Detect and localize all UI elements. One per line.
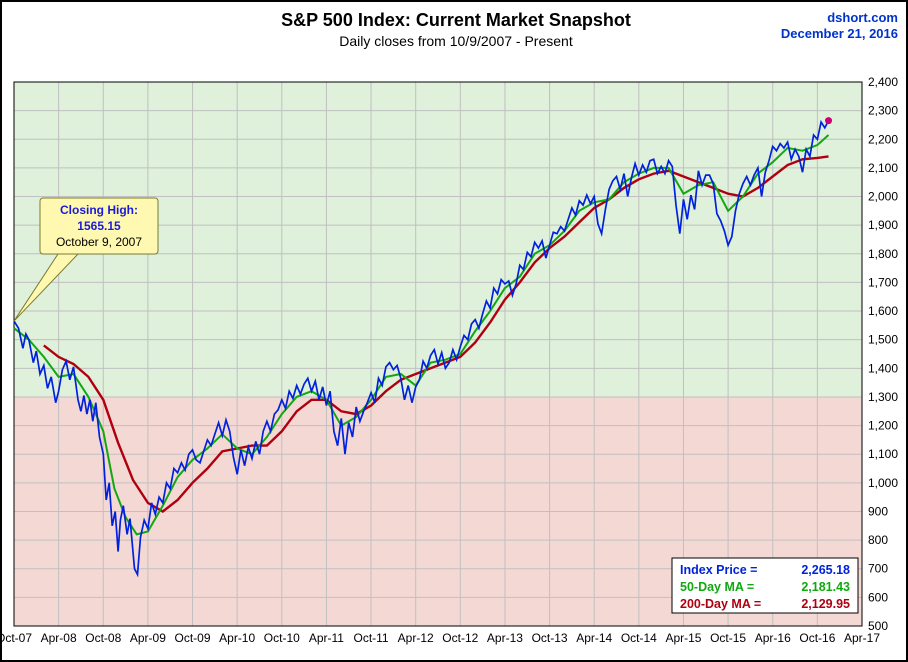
chart-container: 5006007008009001,0001,1001,2001,3001,400… <box>0 0 908 662</box>
y-tick-label: 1,700 <box>868 275 898 289</box>
legend-label: 200-Day MA = <box>680 597 761 611</box>
source-name: dshort.com <box>827 10 898 25</box>
x-tick-label: Oct-12 <box>442 631 478 645</box>
y-tick-label: 2,000 <box>868 190 898 204</box>
x-tick-label: Apr-13 <box>487 631 523 645</box>
legend-label: 50-Day MA = <box>680 580 754 594</box>
legend-value: 2,265.18 <box>801 563 850 577</box>
legend-value: 2,129.95 <box>801 597 850 611</box>
callout-line1: Closing High: <box>60 203 138 217</box>
y-tick-label: 1,800 <box>868 247 898 261</box>
x-tick-label: Oct-09 <box>175 631 211 645</box>
y-tick-label: 2,200 <box>868 132 898 146</box>
x-tick-label: Oct-16 <box>799 631 835 645</box>
chart-svg: 5006007008009001,0001,1001,2001,3001,400… <box>2 2 908 662</box>
x-tick-label: Apr-09 <box>130 631 166 645</box>
y-tick-label: 800 <box>868 533 888 547</box>
x-tick-label: Apr-15 <box>665 631 701 645</box>
legend-value: 2,181.43 <box>801 580 850 594</box>
x-tick-label: Oct-13 <box>532 631 568 645</box>
source-date: December 21, 2016 <box>781 26 898 41</box>
x-tick-label: Apr-12 <box>398 631 434 645</box>
x-tick-label: Apr-08 <box>41 631 77 645</box>
y-tick-label: 1,500 <box>868 333 898 347</box>
y-tick-label: 1,100 <box>868 447 898 461</box>
y-tick-label: 1,900 <box>868 218 898 232</box>
y-tick-label: 1,600 <box>868 304 898 318</box>
x-tick-label: Oct-14 <box>621 631 657 645</box>
callout-line2: 1565.15 <box>77 219 121 233</box>
x-tick-label: Apr-11 <box>309 631 344 645</box>
chart-subtitle: Daily closes from 10/9/2007 - Present <box>339 33 573 49</box>
x-tick-label: Oct-15 <box>710 631 746 645</box>
x-tick-label: Apr-16 <box>755 631 791 645</box>
callout-line3: October 9, 2007 <box>56 235 142 249</box>
y-tick-label: 2,300 <box>868 104 898 118</box>
y-tick-label: 600 <box>868 590 888 604</box>
x-tick-label: Apr-14 <box>576 631 612 645</box>
y-tick-label: 1,200 <box>868 419 898 433</box>
x-tick-label: Oct-08 <box>85 631 121 645</box>
y-tick-label: 700 <box>868 562 888 576</box>
y-tick-label: 900 <box>868 504 888 518</box>
y-tick-label: 2,400 <box>868 75 898 89</box>
x-tick-label: Oct-07 <box>2 631 32 645</box>
y-tick-label: 2,100 <box>868 161 898 175</box>
x-tick-label: Apr-10 <box>219 631 255 645</box>
legend-label: Index Price = <box>680 563 757 577</box>
y-tick-label: 1,400 <box>868 361 898 375</box>
x-tick-label: Oct-10 <box>264 631 300 645</box>
x-tick-label: Apr-17 <box>844 631 880 645</box>
x-tick-label: Oct-11 <box>353 631 388 645</box>
chart-title: S&P 500 Index: Current Market Snapshot <box>281 10 631 30</box>
end-marker <box>825 117 832 124</box>
y-tick-label: 1,300 <box>868 390 898 404</box>
y-tick-label: 1,000 <box>868 476 898 490</box>
